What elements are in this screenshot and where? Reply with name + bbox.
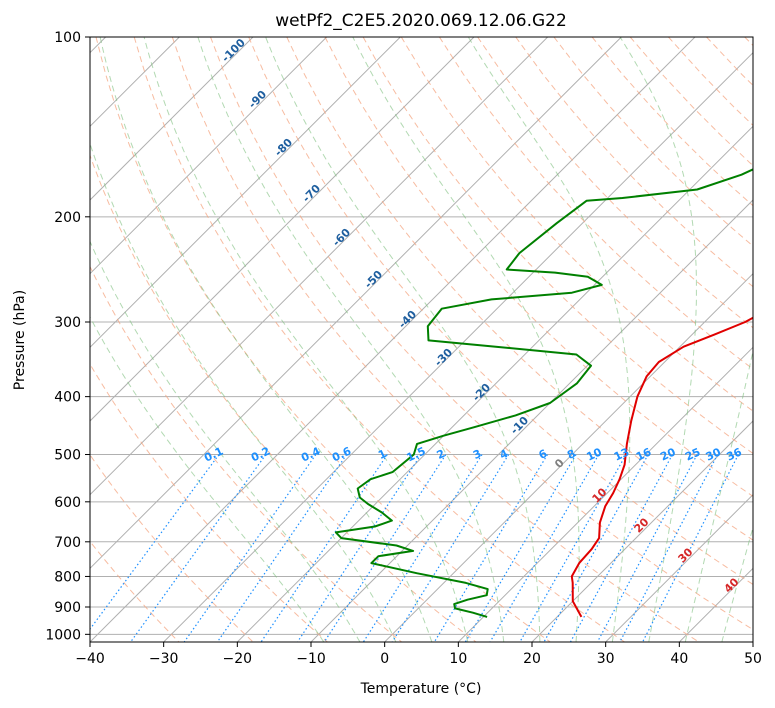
temperature-line (570, 316, 753, 618)
dry-adiabat-line (90, 265, 403, 642)
dry-adiabat-line (95, 37, 551, 642)
moist-adiabat-line (90, 240, 361, 642)
dry-adiabat-line (400, 37, 753, 412)
isotherm-line (90, 37, 549, 496)
x-tick-label: 10 (449, 651, 467, 667)
chart-title: wetPf2_C2E5.2020.069.12.06.G22 (275, 11, 567, 31)
mixing-ratio-line (323, 454, 447, 642)
x-tick-label: −20 (223, 651, 253, 667)
moist-adiabat-line (265, 37, 541, 642)
moist-adiabat-line (721, 525, 753, 642)
dry-adiabat-line (133, 37, 625, 642)
isotherm-line (457, 346, 753, 642)
mixing-ratio-line (464, 454, 577, 642)
mixing-ratio-line (619, 454, 719, 642)
mixing-ratio-label: 25 (683, 445, 702, 463)
dry-adiabat-line (515, 37, 753, 288)
mixing-ratio-line (489, 454, 600, 642)
moist-adiabat-line (467, 37, 631, 642)
x-axis-label: Temperature (°C) (360, 681, 482, 697)
isotherm-line (384, 272, 753, 642)
mixing-ratio-line (260, 454, 388, 642)
dry-adiabat-line (362, 37, 753, 455)
moist-adiabat-line (352, 37, 580, 642)
mixing-ratio-label: 13 (612, 445, 631, 463)
x-tick-label: 50 (744, 651, 762, 667)
mixing-ratio-line (296, 454, 422, 642)
isotherm-line (90, 37, 401, 349)
chart-grid (90, 37, 753, 642)
mixing-ratio-label: 36 (725, 445, 745, 463)
dry-adiabat-line (171, 37, 700, 642)
isotherm-line (605, 493, 753, 642)
isotherm-line (163, 51, 753, 642)
mixing-ratio-line (391, 454, 510, 642)
series-group (334, 168, 753, 618)
moist-adiabat-line (619, 37, 697, 642)
mixing-ratio-line (90, 454, 220, 631)
moist-adiabat-line (143, 37, 469, 642)
y-tick-label: 1000 (45, 627, 81, 643)
isotherm-line (90, 37, 696, 642)
isotherm-line (90, 37, 622, 570)
moist-adiabat-line (90, 315, 325, 642)
moist-adiabat-line (99, 37, 433, 642)
dry-adiabat-line (90, 540, 180, 642)
dry-adiabat-line (90, 363, 328, 642)
y-tick-label: 800 (54, 569, 81, 585)
y-axis-ticks: 100 200 300 400 500 600 700 800 900 1000 (45, 30, 90, 643)
x-tick-label: 40 (670, 651, 688, 667)
mixing-ratio-label: 16 (634, 445, 654, 463)
x-tick-label: 30 (597, 651, 615, 667)
x-axis-ticks: −40 −30 −20 −10 0 10 20 30 40 50 (75, 642, 762, 667)
isotherm-line (531, 420, 753, 642)
y-tick-label: 700 (54, 535, 81, 551)
isotherm-line (90, 37, 254, 201)
y-tick-label: 900 (54, 600, 81, 616)
x-tick-label: −10 (296, 651, 326, 667)
dry-adiabat-line (90, 153, 477, 642)
isotherm-line (90, 37, 475, 422)
mixing-ratio-line (642, 454, 739, 642)
mixing-ratio-label: 30 (704, 445, 724, 463)
y-tick-label: 300 (54, 315, 81, 331)
y-axis-label: Pressure (hPa) (12, 290, 28, 390)
dry-adiabat-line (286, 37, 753, 541)
mixing-ratio-label: 20 (658, 445, 678, 463)
dry-adiabat-line (248, 37, 753, 585)
y-tick-label: 200 (54, 210, 81, 226)
moist-adiabat-line (684, 348, 753, 642)
plot-frame (89, 36, 754, 643)
isotherm-line (310, 199, 753, 642)
x-tick-label: 0 (380, 651, 389, 667)
mixing-ratio-line (362, 454, 483, 642)
y-tick-label: 500 (54, 448, 81, 464)
mixing-ratio-line (130, 454, 267, 642)
mixing-ratio-label: 10 (585, 445, 605, 463)
isotherm-line (90, 37, 328, 275)
dry-adiabat-line (210, 37, 753, 631)
x-tick-label: 20 (523, 651, 541, 667)
y-tick-label: 600 (54, 495, 81, 511)
y-tick-label: 400 (54, 390, 81, 406)
mixing-ratio-line (433, 454, 548, 642)
x-tick-label: −40 (75, 651, 105, 667)
mixing-ratio-line (596, 454, 698, 642)
dewpoint-line (334, 168, 753, 618)
x-tick-label: −30 (149, 651, 179, 667)
isotherm-line (236, 125, 753, 642)
y-tick-label: 100 (54, 30, 81, 46)
